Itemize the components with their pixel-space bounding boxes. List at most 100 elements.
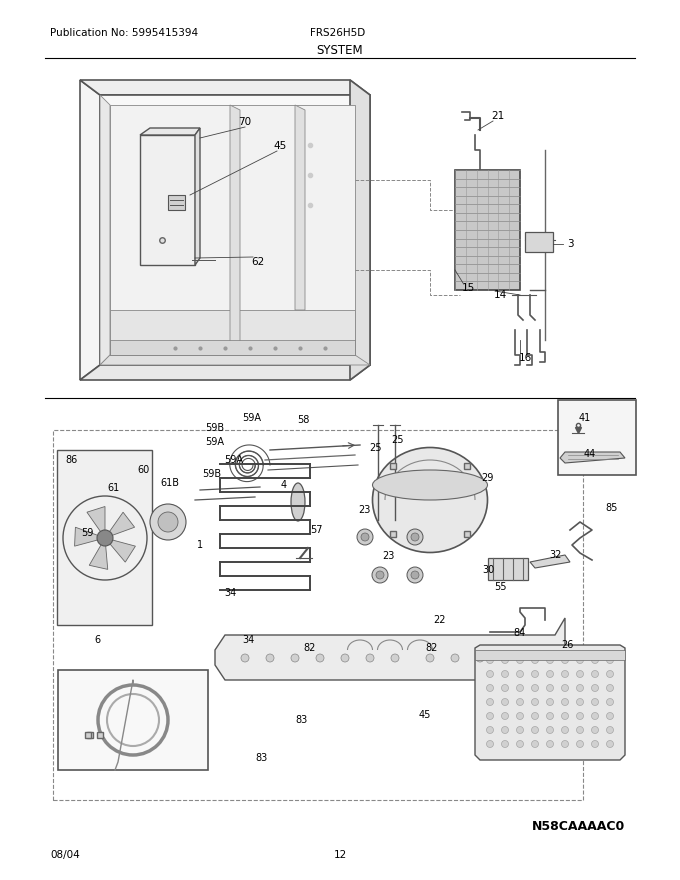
- Circle shape: [517, 656, 524, 664]
- Text: 59A: 59A: [224, 455, 243, 465]
- Circle shape: [547, 727, 554, 734]
- Text: 59: 59: [81, 528, 93, 538]
- Circle shape: [291, 654, 299, 662]
- Circle shape: [476, 654, 484, 662]
- Polygon shape: [109, 512, 135, 536]
- Circle shape: [341, 654, 349, 662]
- Circle shape: [372, 567, 388, 583]
- Text: 58: 58: [296, 415, 309, 425]
- Text: 41: 41: [579, 413, 591, 423]
- Polygon shape: [230, 105, 240, 355]
- Bar: [475, 650, 625, 660]
- Text: 83: 83: [296, 715, 308, 725]
- Text: 4: 4: [281, 480, 287, 490]
- Circle shape: [577, 740, 583, 747]
- Circle shape: [486, 713, 494, 720]
- Polygon shape: [295, 105, 305, 310]
- Text: 84: 84: [514, 628, 526, 638]
- Circle shape: [97, 530, 113, 546]
- Circle shape: [411, 533, 419, 541]
- Text: Publication No: 5995415394: Publication No: 5995415394: [50, 28, 198, 38]
- Text: 23: 23: [381, 551, 394, 561]
- Circle shape: [376, 571, 384, 579]
- Text: 62: 62: [252, 257, 265, 267]
- Polygon shape: [80, 80, 100, 380]
- Text: 44: 44: [584, 449, 596, 459]
- Circle shape: [562, 713, 568, 720]
- Text: 23: 23: [358, 505, 370, 515]
- Circle shape: [607, 713, 613, 720]
- Text: 61: 61: [107, 483, 119, 493]
- Circle shape: [607, 656, 613, 664]
- Circle shape: [577, 671, 583, 678]
- Circle shape: [517, 740, 524, 747]
- Text: 1: 1: [197, 540, 203, 550]
- Circle shape: [562, 740, 568, 747]
- Text: 29: 29: [481, 473, 493, 483]
- Text: 21: 21: [492, 111, 505, 121]
- Text: 57: 57: [310, 525, 322, 535]
- Text: 32: 32: [550, 550, 562, 560]
- Text: 59A: 59A: [243, 413, 262, 423]
- Polygon shape: [80, 365, 370, 380]
- Polygon shape: [75, 527, 99, 546]
- Text: 16: 16: [518, 353, 532, 363]
- Circle shape: [502, 685, 509, 692]
- Circle shape: [407, 567, 423, 583]
- Circle shape: [502, 699, 509, 706]
- Text: 14: 14: [494, 290, 507, 300]
- Text: 15: 15: [461, 283, 475, 293]
- Bar: [558, 400, 636, 475]
- Circle shape: [158, 512, 178, 532]
- Circle shape: [532, 656, 539, 664]
- Circle shape: [486, 671, 494, 678]
- Circle shape: [407, 529, 423, 545]
- Circle shape: [517, 713, 524, 720]
- Ellipse shape: [373, 470, 488, 500]
- Text: 25: 25: [392, 435, 404, 445]
- Circle shape: [517, 727, 524, 734]
- Circle shape: [577, 685, 583, 692]
- Circle shape: [592, 671, 598, 678]
- Circle shape: [577, 699, 583, 706]
- Circle shape: [486, 727, 494, 734]
- Text: 34: 34: [242, 635, 254, 645]
- Polygon shape: [215, 618, 565, 680]
- Circle shape: [426, 654, 434, 662]
- Bar: [58, 670, 208, 770]
- Text: 22: 22: [434, 615, 446, 625]
- Text: 25: 25: [369, 443, 381, 453]
- Circle shape: [562, 727, 568, 734]
- Text: 86: 86: [66, 455, 78, 465]
- Polygon shape: [350, 80, 370, 380]
- Text: 30: 30: [482, 565, 494, 575]
- Polygon shape: [100, 95, 110, 365]
- Bar: [525, 232, 553, 252]
- Text: 70: 70: [239, 117, 252, 127]
- Text: 82: 82: [426, 643, 438, 653]
- Polygon shape: [560, 452, 625, 463]
- Circle shape: [411, 571, 419, 579]
- Circle shape: [607, 671, 613, 678]
- Text: FRS26H5D: FRS26H5D: [310, 28, 365, 38]
- Text: 83: 83: [256, 753, 268, 763]
- Text: 3: 3: [566, 239, 573, 249]
- Circle shape: [547, 685, 554, 692]
- Circle shape: [532, 727, 539, 734]
- Text: 12: 12: [333, 850, 347, 860]
- Circle shape: [577, 713, 583, 720]
- Text: 61B: 61B: [160, 478, 180, 488]
- Text: 08/04: 08/04: [50, 850, 80, 860]
- Text: 85: 85: [606, 503, 618, 513]
- Bar: [53, 430, 583, 800]
- Circle shape: [592, 685, 598, 692]
- Circle shape: [532, 740, 539, 747]
- Circle shape: [532, 685, 539, 692]
- Circle shape: [607, 727, 613, 734]
- Circle shape: [592, 713, 598, 720]
- Text: 59B: 59B: [203, 469, 222, 479]
- Circle shape: [562, 685, 568, 692]
- Bar: [455, 170, 520, 290]
- Circle shape: [241, 654, 249, 662]
- Circle shape: [532, 699, 539, 706]
